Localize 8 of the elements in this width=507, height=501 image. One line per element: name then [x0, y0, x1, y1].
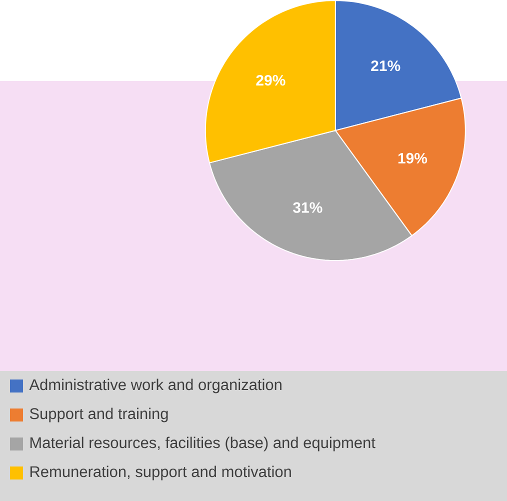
- legend-label: Support and training: [30, 408, 168, 422]
- data-label: 31%: [293, 202, 322, 213]
- data-label: 19%: [398, 152, 428, 164]
- data-label: 21%: [371, 60, 400, 72]
- data-label: 29%: [256, 75, 286, 86]
- legend-label: Administrative work and organization: [29, 378, 282, 394]
- legend-label: Remuneration, support and motivation: [30, 466, 291, 480]
- legend-label: Material resources, facilities (base) and equipment: [30, 436, 376, 452]
